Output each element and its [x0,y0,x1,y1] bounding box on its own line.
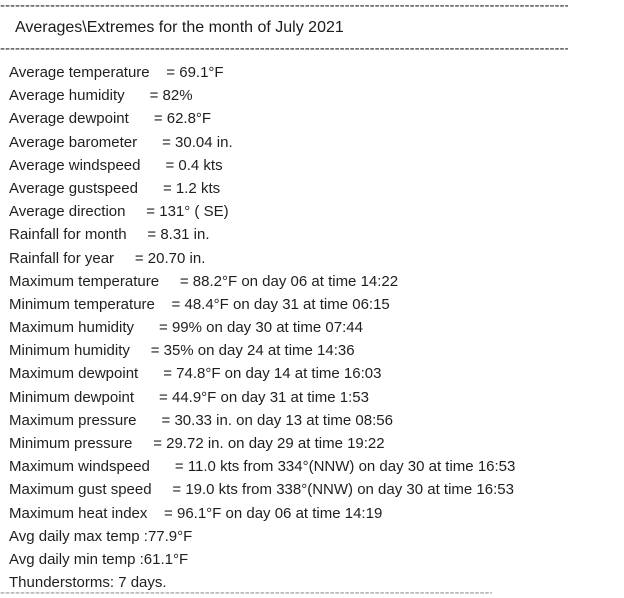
report-line-rainfall-year: Rainfall for year = 20.70 in. [9,249,206,267]
report-line-average-humidity: Average humidity = 82% [9,87,193,105]
report-line-max-temperature: Maximum temperature = 88.2°F on day 06 a… [9,272,399,290]
report-line-max-pressure: Maximum pressure = 30.33 in. on day 13 a… [9,411,393,429]
report-line-avg-daily-min-temp: Avg daily min temp :61.1°F [9,550,189,568]
report-line-min-humidity: Minimum humidity = 35% on day 24 at time… [9,342,355,360]
report-line-min-temperature: Minimum temperature = 48.4°F on day 31 a… [9,295,390,313]
report-line-average-dewpoint: Average dewpoint = 62.8°F [9,110,212,128]
report-line-max-heat-index: Maximum heat index = 96.1°F on day 06 at… [9,504,383,522]
report-title: Averages\Extremes for the month of July … [15,19,344,36]
report-body: Average temperature = 69.1°F Average hum… [0,61,624,594]
report-line-thunderstorms: Thunderstorms: 7 days. [9,574,167,592]
divider-bottom: ----------------------------------------… [0,587,492,598]
report-line-max-windspeed: Maximum windspeed = 11.0 kts from 334°(N… [9,458,516,476]
divider-under-title: ----------------------------------------… [0,43,568,56]
report-line-max-dewpoint: Maximum dewpoint = 74.8°F on day 14 at t… [9,365,382,383]
report-line-avg-daily-max-temp: Avg daily max temp :77.9°F [9,527,193,545]
report-line-average-windspeed: Average windspeed = 0.4 kts [9,156,223,174]
report-line-max-humidity: Maximum humidity = 99% on day 30 at time… [9,319,363,337]
report-line-rainfall-month: Rainfall for month = 8.31 in. [9,226,210,244]
report-line-average-gustspeed: Average gustspeed = 1.2 kts [9,179,221,197]
report-line-min-pressure: Minimum pressure = 29.72 in. on day 29 a… [9,435,385,452]
report-line-average-barometer: Average barometer = 30.04 in. [9,133,233,151]
report-line-min-dewpoint: Minimum dewpoint = 44.9°F on day 31 at t… [9,388,369,406]
report-line-average-direction: Average direction = 131° ( SE) [9,203,229,221]
divider-top: ----------------------------------------… [0,0,568,13]
report-line-average-temperature: Average temperature = 69.1°F [9,64,224,81]
report-line-max-gust-speed: Maximum gust speed = 19.0 kts from 338°(… [9,481,514,499]
